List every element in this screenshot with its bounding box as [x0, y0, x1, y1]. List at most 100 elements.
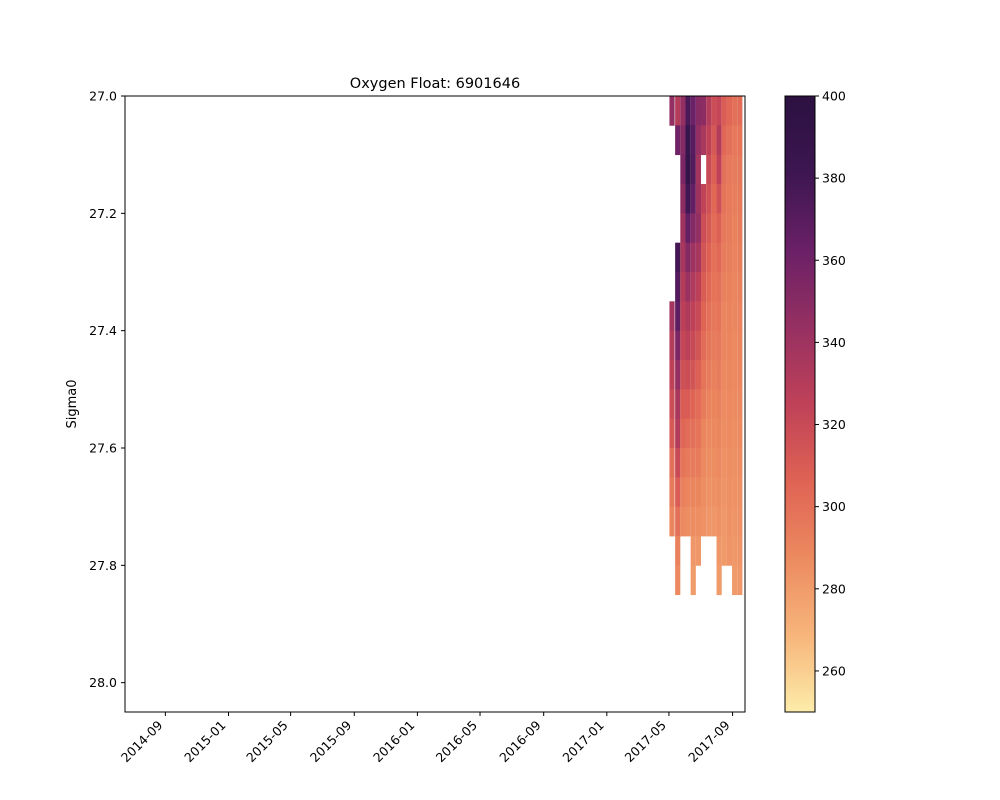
heatmap-cell: [711, 477, 717, 508]
heatmap-cell: [706, 418, 712, 449]
heatmap-cell: [711, 272, 717, 302]
heatmap-cell: [721, 536, 727, 566]
heatmap-cell: [732, 96, 738, 126]
heatmap-cell: [716, 96, 722, 126]
heatmap-cell: [701, 330, 707, 361]
heatmap-cell: [701, 418, 707, 449]
y-tick-label: 27.6: [89, 441, 117, 456]
y-axis-label: Sigma0: [65, 379, 80, 428]
heatmap-cell: [685, 506, 691, 537]
heatmap-cell: [732, 242, 738, 273]
heatmap-cell: [737, 96, 743, 126]
heatmap-cell: [716, 301, 722, 332]
heatmap-cell: [706, 213, 712, 244]
heatmap-cell: [685, 330, 691, 361]
heatmap-cell: [690, 448, 696, 478]
heatmap-cell: [726, 360, 733, 390]
heatmap-cell: [706, 448, 712, 478]
heatmap-cell: [706, 125, 712, 156]
heatmap-cell: [669, 418, 675, 449]
heatmap-cell: [706, 506, 712, 537]
heatmap-cell: [737, 389, 743, 420]
heatmap-cell: [680, 448, 686, 478]
heatmap-cells: [669, 96, 743, 596]
heatmap-cell: [695, 330, 702, 361]
heatmap-cell: [685, 242, 691, 273]
heatmap-cell: [737, 154, 743, 185]
heatmap-cell: [675, 96, 681, 126]
heatmap-cell: [716, 184, 722, 214]
heatmap-cell: [711, 242, 717, 273]
chart-title: Oxygen Float: 6901646: [350, 76, 520, 92]
heatmap-cell: [685, 448, 691, 478]
heatmap-cell: [726, 125, 733, 156]
heatmap-cell: [716, 565, 722, 596]
heatmap-cell: [669, 330, 675, 361]
heatmap-cell: [701, 389, 707, 420]
heatmap-cell: [669, 96, 675, 126]
heatmap-cell: [721, 125, 727, 156]
heatmap-cell: [680, 272, 686, 302]
heatmap-cell: [695, 536, 702, 566]
heatmap-cell: [726, 448, 733, 478]
heatmap-cell: [716, 213, 722, 244]
y-tick-label: 27.8: [89, 558, 117, 573]
heatmap-cell: [680, 418, 686, 449]
heatmap-cell: [726, 506, 733, 537]
heatmap-cell: [711, 125, 717, 156]
heatmap-cell: [726, 96, 733, 126]
heatmap-cell: [675, 389, 681, 420]
heatmap-cell: [690, 242, 696, 273]
heatmap-cell: [721, 184, 727, 214]
heatmap-cell: [711, 301, 717, 332]
heatmap-cell: [732, 125, 738, 156]
heatmap-cell: [669, 477, 675, 508]
heatmap-cell: [706, 154, 712, 185]
heatmap-cell: [690, 301, 696, 332]
y-tick-label: 27.0: [89, 89, 117, 104]
colorbar-tick-label: 400: [822, 89, 846, 104]
heatmap-cell: [675, 448, 681, 478]
y-tick-label: 27.2: [89, 206, 117, 221]
heatmap-cell: [690, 272, 696, 302]
heatmap-cell: [685, 418, 691, 449]
heatmap-cell: [716, 272, 722, 302]
heatmap-cell: [680, 184, 686, 214]
heatmap-cell: [732, 330, 738, 361]
heatmap-cell: [690, 477, 696, 508]
heatmap-cell: [706, 96, 712, 126]
colorbar-tick-label: 260: [822, 663, 846, 678]
heatmap-cell: [726, 301, 733, 332]
heatmap-cell: [675, 330, 681, 361]
heatmap-cell: [669, 506, 675, 537]
heatmap-cell: [680, 360, 686, 390]
heatmap-cell: [716, 477, 722, 508]
heatmap-cell: [690, 389, 696, 420]
heatmap-cell: [737, 272, 743, 302]
heatmap-cell: [675, 242, 681, 273]
heatmap-cell: [711, 360, 717, 390]
heatmap-cell: [701, 477, 707, 508]
heatmap-cell: [695, 418, 702, 449]
heatmap-cell: [721, 389, 727, 420]
heatmap-cell: [695, 506, 702, 537]
heatmap-cell: [680, 125, 686, 156]
heatmap-cell: [732, 536, 738, 566]
heatmap-cell: [701, 448, 707, 478]
heatmap-cell: [690, 184, 696, 214]
heatmap-cell: [732, 301, 738, 332]
heatmap-cell: [721, 506, 727, 537]
heatmap-cell: [732, 506, 738, 537]
colorbar-tick-label: 300: [822, 499, 846, 514]
heatmap-cell: [690, 96, 696, 126]
heatmap-cell: [675, 536, 681, 566]
heatmap-cell: [706, 242, 712, 273]
heatmap-cell: [726, 389, 733, 420]
heatmap-cell: [732, 418, 738, 449]
heatmap-cell: [675, 506, 681, 537]
colorbar-tick-label: 380: [822, 171, 846, 186]
heatmap-cell: [701, 272, 707, 302]
heatmap-cell: [721, 330, 727, 361]
heatmap-cell: [680, 301, 686, 332]
heatmap-cell: [685, 96, 691, 126]
